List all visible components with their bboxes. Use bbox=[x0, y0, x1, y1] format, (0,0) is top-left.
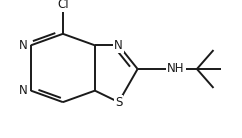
Text: Cl: Cl bbox=[57, 0, 69, 11]
Text: N: N bbox=[114, 39, 123, 52]
Text: S: S bbox=[115, 96, 122, 109]
Text: N: N bbox=[19, 39, 28, 52]
Text: NH: NH bbox=[167, 63, 185, 75]
Text: N: N bbox=[19, 84, 28, 97]
